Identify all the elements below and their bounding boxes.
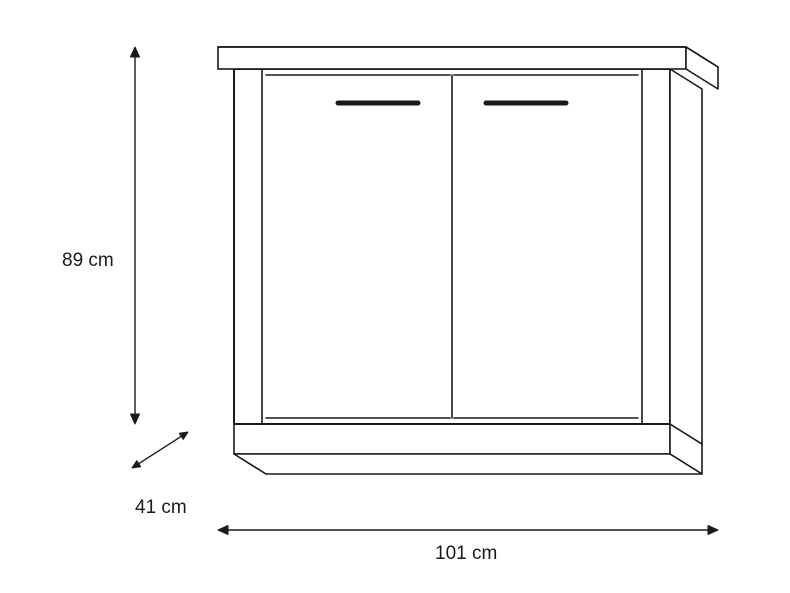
- diagram-stage: 89 cm 41 cm 101 cm: [0, 0, 790, 593]
- diagram-svg: [0, 0, 790, 593]
- depth-label: 41 cm: [135, 497, 187, 519]
- width-label: 101 cm: [435, 543, 497, 565]
- height-label: 89 cm: [62, 250, 114, 272]
